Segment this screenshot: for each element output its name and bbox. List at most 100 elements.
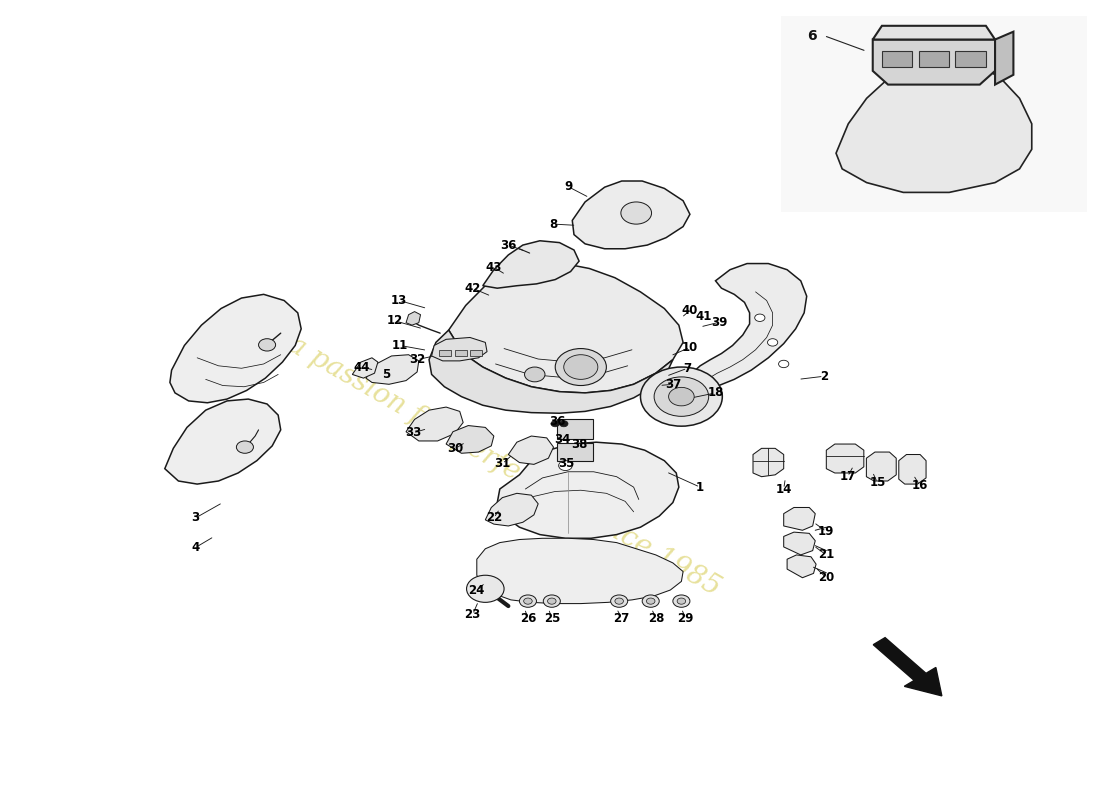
Text: 20: 20 — [818, 571, 835, 584]
Circle shape — [466, 575, 504, 602]
Text: 13: 13 — [392, 294, 407, 307]
Text: 14: 14 — [776, 482, 792, 495]
Circle shape — [563, 354, 597, 379]
Polygon shape — [406, 407, 463, 441]
Text: 37: 37 — [664, 378, 681, 390]
Circle shape — [673, 595, 690, 607]
Text: 35: 35 — [558, 458, 574, 470]
Polygon shape — [754, 448, 783, 477]
Text: 18: 18 — [707, 386, 724, 399]
Polygon shape — [449, 263, 683, 393]
Text: 11: 11 — [392, 339, 408, 352]
Circle shape — [654, 377, 708, 416]
Bar — [955, 51, 986, 67]
Polygon shape — [366, 354, 419, 384]
Text: 9: 9 — [564, 180, 572, 193]
Circle shape — [755, 314, 764, 322]
Polygon shape — [690, 263, 806, 389]
Polygon shape — [352, 358, 378, 378]
Polygon shape — [483, 241, 579, 288]
Circle shape — [642, 595, 659, 607]
FancyBboxPatch shape — [778, 14, 1090, 214]
Text: 3: 3 — [191, 511, 199, 525]
Circle shape — [620, 202, 651, 224]
Polygon shape — [406, 311, 420, 325]
Circle shape — [551, 421, 560, 426]
FancyArrow shape — [873, 638, 942, 696]
Text: 31: 31 — [494, 458, 510, 470]
Text: 36: 36 — [500, 238, 517, 251]
Text: 5: 5 — [383, 368, 390, 381]
Polygon shape — [867, 452, 896, 481]
Text: 2: 2 — [820, 370, 828, 382]
Circle shape — [610, 595, 628, 607]
Polygon shape — [572, 181, 690, 249]
Circle shape — [258, 338, 276, 351]
Polygon shape — [485, 494, 538, 526]
Text: 34: 34 — [554, 434, 570, 446]
Text: 43: 43 — [486, 261, 502, 274]
Text: 38: 38 — [571, 438, 587, 450]
Circle shape — [524, 598, 532, 604]
Text: 8: 8 — [549, 218, 558, 230]
Bar — [470, 350, 482, 356]
FancyBboxPatch shape — [557, 443, 593, 461]
Text: 44: 44 — [353, 361, 370, 374]
Text: 25: 25 — [543, 612, 560, 625]
Text: 21: 21 — [818, 549, 835, 562]
Text: 42: 42 — [464, 282, 481, 294]
Polygon shape — [447, 426, 494, 454]
Circle shape — [548, 598, 557, 604]
Circle shape — [519, 595, 537, 607]
Text: 32: 32 — [409, 353, 426, 366]
Text: 27: 27 — [614, 612, 630, 625]
Text: 22: 22 — [486, 511, 502, 525]
Polygon shape — [996, 32, 1013, 85]
Circle shape — [647, 598, 654, 604]
Text: 7: 7 — [683, 362, 692, 374]
Text: 36: 36 — [550, 414, 566, 428]
Circle shape — [559, 461, 572, 470]
Circle shape — [669, 387, 694, 406]
Text: 16: 16 — [912, 479, 928, 493]
Circle shape — [543, 595, 560, 607]
Text: 30: 30 — [448, 442, 463, 455]
Circle shape — [678, 598, 685, 604]
Circle shape — [768, 338, 778, 346]
Bar — [439, 350, 451, 356]
Text: 17: 17 — [839, 470, 856, 483]
Circle shape — [525, 367, 544, 382]
Polygon shape — [783, 532, 815, 555]
Text: 6: 6 — [849, 126, 858, 139]
Circle shape — [236, 441, 253, 454]
Polygon shape — [788, 555, 816, 578]
Polygon shape — [836, 59, 1032, 192]
Circle shape — [779, 360, 789, 368]
Text: 29: 29 — [678, 612, 694, 625]
Polygon shape — [431, 338, 487, 361]
Text: 6: 6 — [806, 29, 816, 42]
Circle shape — [556, 349, 606, 386]
Polygon shape — [476, 538, 683, 603]
Text: 24: 24 — [469, 584, 485, 597]
Polygon shape — [826, 444, 864, 473]
Polygon shape — [429, 330, 673, 414]
Circle shape — [560, 421, 568, 426]
Text: 39: 39 — [712, 315, 728, 329]
Text: 10: 10 — [682, 341, 698, 354]
Polygon shape — [165, 399, 280, 484]
Polygon shape — [169, 294, 301, 402]
Polygon shape — [899, 454, 926, 484]
Text: 19: 19 — [818, 525, 835, 538]
Text: 12: 12 — [387, 314, 403, 327]
Polygon shape — [872, 26, 996, 39]
Circle shape — [615, 598, 624, 604]
Text: 15: 15 — [869, 476, 886, 490]
Polygon shape — [872, 39, 996, 85]
Polygon shape — [783, 507, 815, 530]
Bar — [882, 51, 913, 67]
Text: a passion for perfection since 1985: a passion for perfection since 1985 — [283, 330, 725, 601]
Text: 1: 1 — [696, 481, 704, 494]
Bar — [918, 51, 949, 67]
Text: 26: 26 — [520, 612, 536, 625]
